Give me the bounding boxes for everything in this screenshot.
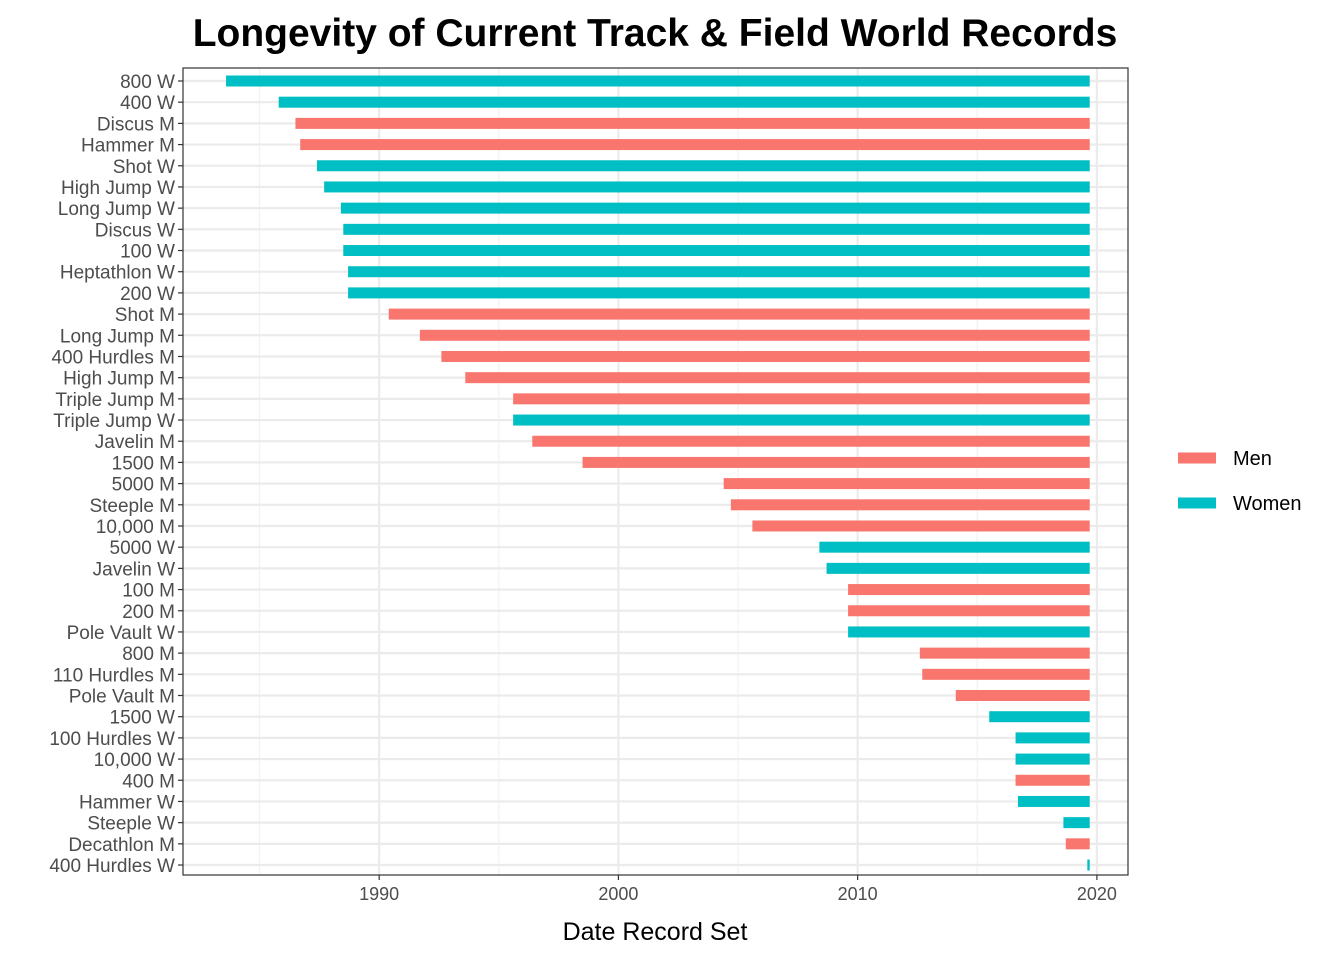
y-tick-label: 10,000 M	[96, 517, 175, 538]
record-bar: 1500 M	[582, 456, 1090, 468]
record-bar: 800 M	[919, 647, 1090, 659]
record-bar: High Jump M	[465, 372, 1090, 384]
record-bar: 400 Hurdles M	[441, 350, 1090, 362]
y-tick-label: 200 W	[120, 284, 175, 305]
record-bar: 1500 W	[989, 711, 1090, 723]
record-bar: High Jump W	[324, 181, 1090, 193]
y-tick-label: 100 W	[120, 242, 175, 263]
y-tick-label: Discus M	[97, 114, 175, 135]
y-tick-label: 1500 M	[112, 453, 175, 474]
record-bar: Hammer M	[300, 139, 1090, 151]
record-bar: Discus M	[295, 117, 1090, 129]
y-tick-label: Hammer W	[79, 792, 175, 813]
legend-item-women: Women	[1178, 493, 1302, 515]
y-tick-label: Triple Jump M	[55, 390, 175, 411]
y-tick-label: Pole Vault M	[69, 687, 175, 708]
y-tick-label: 5000 M	[112, 475, 175, 496]
x-tick-label: 2020	[1077, 884, 1117, 904]
record-bar: 10,000 W	[1015, 753, 1090, 765]
legend-label: Women	[1233, 493, 1302, 515]
record-bar: Triple Jump M	[513, 393, 1090, 405]
record-bar: Pole Vault W	[848, 626, 1090, 638]
record-bar: Triple Jump W	[513, 414, 1090, 426]
x-tick-label: 2010	[838, 884, 878, 904]
y-tick-label: Shot W	[113, 157, 175, 178]
chart-title: Longevity of Current Track & Field World…	[193, 12, 1118, 55]
legend-key	[1178, 452, 1216, 464]
y-tick-label: Discus W	[95, 220, 175, 241]
y-tick-label: Decathlon M	[68, 835, 175, 856]
record-bar: Steeple M	[730, 499, 1090, 511]
record-bar: 200 W	[348, 287, 1090, 299]
y-tick-label: Long Jump M	[60, 326, 175, 347]
legend-label: Men	[1233, 448, 1272, 470]
x-axis: 1990 2000 2010 2020	[359, 875, 1117, 904]
record-bar: 110 Hurdles M	[922, 668, 1090, 680]
x-tick-label: 1990	[359, 884, 399, 904]
y-tick-label: 400 Hurdles W	[49, 856, 175, 877]
y-tick-label: 200 M	[122, 602, 175, 623]
y-tick-label: 1500 W	[110, 708, 176, 729]
y-tick-label: 10,000 W	[94, 750, 175, 771]
record-bar: Long Jump M	[419, 329, 1090, 341]
record-bar: Hammer W	[1017, 795, 1090, 807]
y-tick-label: Heptathlon W	[60, 263, 175, 284]
y-tick-label: Steeple M	[89, 496, 175, 517]
record-bar: 100 W	[343, 245, 1090, 257]
record-bar: Decathlon M	[1065, 838, 1090, 850]
record-bar: Discus W	[343, 223, 1090, 235]
record-bar: 100 Hurdles W	[1015, 732, 1090, 744]
y-tick-label: Javelin M	[95, 432, 175, 453]
bar-layer: 800 W 400 W Discus M Hammer M Shot W High Jum…	[226, 75, 1090, 871]
record-bar: Javelin M	[532, 435, 1090, 447]
record-bar: Heptathlon W	[348, 266, 1090, 278]
y-tick-label: 800 M	[122, 644, 175, 665]
record-bar: Javelin W	[826, 562, 1090, 574]
legend: Men Women	[1178, 448, 1302, 515]
y-tick-label: 800 W	[120, 72, 175, 93]
record-bar: 5000 M	[723, 478, 1090, 490]
y-tick-label: Long Jump W	[58, 199, 175, 220]
x-tick-label: 2000	[598, 884, 638, 904]
y-tick-label: High Jump W	[61, 178, 175, 199]
record-bar: Shot W	[316, 160, 1090, 172]
plot-panel-border	[182, 67, 1129, 876]
x-axis-label: Date Record Set	[563, 918, 748, 946]
y-tick-label: High Jump M	[63, 369, 175, 390]
y-tick-label: Pole Vault W	[67, 623, 175, 644]
y-tick-label: Javelin W	[93, 559, 175, 580]
record-bar: 5000 W	[819, 541, 1090, 553]
y-tick-label: Steeple W	[87, 814, 175, 835]
record-bar: 10,000 M	[752, 520, 1090, 532]
y-tick-label: 100 Hurdles W	[49, 729, 175, 750]
y-tick-label: 110 Hurdles M	[53, 665, 175, 686]
record-bar: 400 W	[278, 96, 1090, 108]
y-tick-label: Shot M	[115, 305, 175, 326]
legend-key	[1178, 497, 1216, 509]
y-tick-label: 400 Hurdles M	[51, 347, 175, 368]
record-bar: Pole Vault M	[955, 690, 1090, 702]
y-tick-label: Hammer M	[81, 136, 175, 157]
legend-item-men: Men	[1178, 448, 1272, 470]
y-tick-label: 100 M	[122, 581, 175, 602]
record-bar: 400 Hurdles W	[1087, 859, 1090, 871]
record-bar: Shot M	[388, 308, 1090, 320]
y-tick-label: 5000 W	[110, 538, 176, 559]
y-tick-label: Triple Jump W	[53, 411, 175, 432]
record-bar: 400 M	[1015, 774, 1090, 786]
record-bar: Long Jump W	[340, 202, 1090, 214]
record-bar: 800 W	[226, 75, 1090, 87]
record-bar: Steeple W	[1063, 817, 1090, 829]
y-tick-label: 400 W	[120, 93, 175, 114]
y-tick-label: 400 M	[122, 771, 175, 792]
record-bar: 100 M	[848, 584, 1090, 596]
record-bar: 200 M	[848, 605, 1090, 617]
